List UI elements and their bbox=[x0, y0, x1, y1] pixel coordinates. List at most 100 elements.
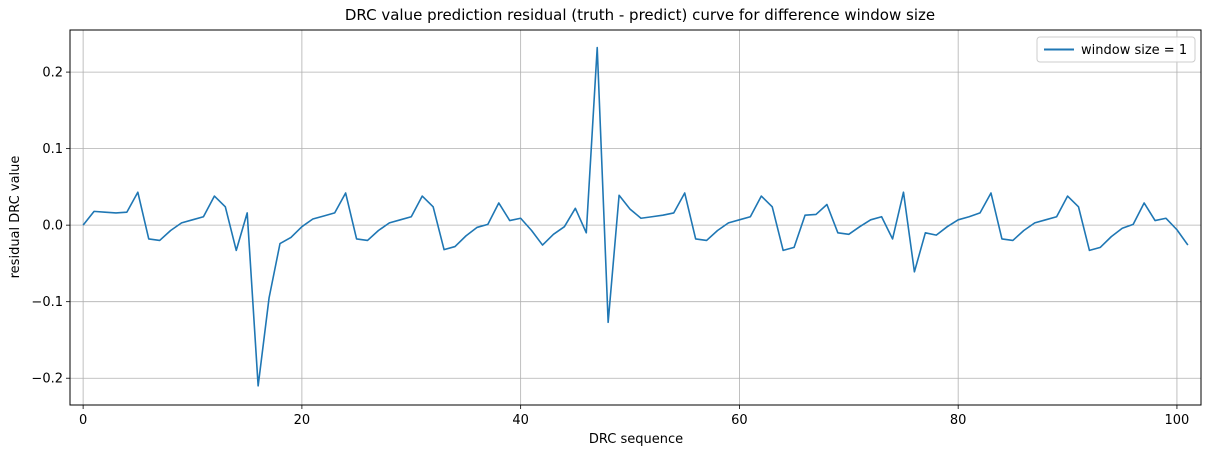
data-point bbox=[399, 219, 401, 221]
y-tick-label: 0.2 bbox=[42, 66, 63, 81]
y-tick-label: 0.1 bbox=[42, 142, 63, 157]
data-point bbox=[345, 192, 347, 194]
data-point bbox=[914, 271, 916, 273]
data-point bbox=[181, 222, 183, 224]
legend: window size = 1 bbox=[1036, 36, 1196, 63]
data-point bbox=[213, 195, 215, 197]
data-point bbox=[520, 217, 522, 219]
data-point bbox=[946, 226, 948, 228]
data-point bbox=[629, 208, 631, 210]
data-point bbox=[651, 216, 653, 218]
data-point bbox=[542, 244, 544, 246]
data-point bbox=[115, 212, 117, 214]
data-point bbox=[1089, 250, 1091, 252]
data-point bbox=[1067, 195, 1069, 197]
data-point bbox=[257, 385, 259, 387]
y-tick-label: −0.2 bbox=[31, 372, 63, 387]
data-point bbox=[246, 212, 248, 214]
data-point bbox=[596, 47, 598, 49]
data-point bbox=[585, 232, 587, 234]
data-point bbox=[793, 246, 795, 248]
legend-label-window-size-1: window size = 1 bbox=[1081, 43, 1187, 58]
data-point bbox=[640, 217, 642, 219]
data-point bbox=[203, 216, 205, 218]
data-point bbox=[848, 233, 850, 235]
x-axis-ticks: 0 20 40 60 80 100 bbox=[79, 405, 1189, 428]
x-tick-label: 100 bbox=[1165, 413, 1190, 428]
data-point bbox=[312, 218, 314, 220]
data-point bbox=[378, 230, 380, 232]
data-point bbox=[881, 216, 883, 218]
data-point bbox=[323, 215, 325, 217]
data-point bbox=[717, 230, 719, 232]
data-point bbox=[1121, 227, 1123, 229]
data-point bbox=[301, 226, 303, 228]
data-point bbox=[771, 206, 773, 208]
data-point bbox=[279, 243, 281, 245]
data-point bbox=[104, 211, 106, 213]
data-point bbox=[924, 232, 926, 234]
x-tick-label: 0 bbox=[79, 413, 87, 428]
data-point bbox=[892, 238, 894, 240]
data-point bbox=[903, 191, 905, 193]
data-point bbox=[93, 210, 95, 212]
data-point bbox=[749, 216, 751, 218]
data-point bbox=[1143, 202, 1145, 204]
data-point bbox=[192, 219, 194, 221]
grid bbox=[70, 30, 1201, 405]
data-point bbox=[137, 191, 139, 193]
data-point bbox=[990, 192, 992, 194]
chart-title: DRC value prediction residual (truth - p… bbox=[345, 6, 935, 24]
data-point bbox=[662, 214, 664, 216]
data-point bbox=[1099, 246, 1101, 248]
data-point bbox=[684, 192, 686, 194]
data-point bbox=[224, 206, 226, 208]
data-point bbox=[574, 207, 576, 209]
data-point bbox=[235, 250, 237, 252]
data-point bbox=[739, 219, 741, 221]
y-axis-ticks: −0.2 −0.1 0.0 0.1 0.2 bbox=[31, 66, 70, 387]
data-point bbox=[159, 240, 161, 242]
data-point bbox=[268, 297, 270, 299]
data-point bbox=[870, 219, 872, 221]
data-point bbox=[826, 204, 828, 206]
data-point bbox=[432, 206, 434, 208]
data-point bbox=[1034, 222, 1036, 224]
data-point bbox=[968, 216, 970, 218]
data-point bbox=[367, 240, 369, 242]
data-point bbox=[465, 235, 467, 237]
data-point bbox=[476, 227, 478, 229]
data-point bbox=[421, 195, 423, 197]
legend-box bbox=[1036, 36, 1196, 63]
data-point bbox=[815, 214, 817, 216]
data-point bbox=[695, 238, 697, 240]
data-point bbox=[1154, 220, 1156, 222]
data-point bbox=[334, 212, 336, 214]
data-point bbox=[837, 232, 839, 234]
data-point bbox=[498, 202, 500, 204]
data-point bbox=[82, 224, 84, 226]
data-point bbox=[553, 233, 555, 235]
data-point bbox=[782, 250, 784, 252]
data-point bbox=[957, 219, 959, 221]
x-axis-label: DRC sequence bbox=[589, 432, 683, 447]
x-tick-label: 40 bbox=[512, 413, 529, 428]
series-line-window-size-1 bbox=[82, 46, 1189, 387]
data-point bbox=[509, 220, 511, 222]
data-point bbox=[979, 212, 981, 214]
data-point bbox=[443, 249, 445, 251]
series-layer bbox=[82, 46, 1189, 387]
data-point bbox=[1110, 236, 1112, 238]
data-point bbox=[804, 214, 806, 216]
data-point bbox=[1001, 238, 1003, 240]
data-point bbox=[1012, 240, 1014, 242]
x-tick-label: 80 bbox=[950, 413, 967, 428]
data-point bbox=[531, 230, 533, 232]
data-point bbox=[126, 211, 128, 213]
data-point bbox=[1045, 219, 1047, 221]
data-point bbox=[1176, 229, 1178, 231]
data-point bbox=[487, 223, 489, 225]
data-point bbox=[410, 216, 412, 218]
data-point bbox=[1187, 244, 1189, 246]
